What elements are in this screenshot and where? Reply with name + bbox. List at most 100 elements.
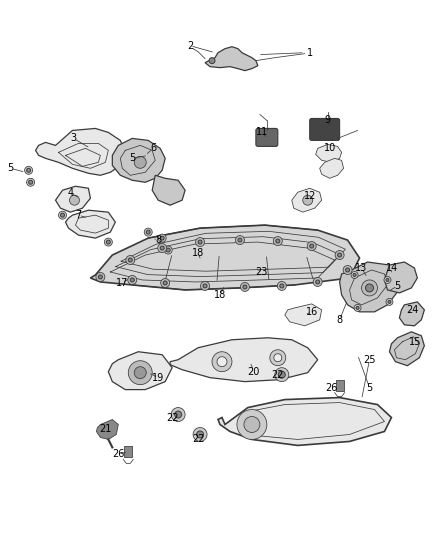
Polygon shape — [90, 225, 360, 290]
Circle shape — [277, 281, 286, 290]
Circle shape — [128, 361, 152, 385]
Circle shape — [166, 248, 170, 252]
Circle shape — [60, 213, 64, 217]
Circle shape — [197, 431, 204, 438]
Text: 5: 5 — [367, 383, 373, 393]
Circle shape — [361, 280, 378, 296]
Text: 5: 5 — [7, 163, 14, 173]
Text: 18: 18 — [214, 290, 226, 300]
Text: 19: 19 — [152, 373, 164, 383]
Text: 13: 13 — [355, 263, 367, 273]
Circle shape — [59, 211, 67, 219]
Circle shape — [193, 427, 207, 441]
Polygon shape — [385, 262, 417, 293]
Circle shape — [273, 237, 283, 246]
Circle shape — [25, 166, 32, 174]
Polygon shape — [285, 304, 321, 326]
Circle shape — [203, 284, 207, 288]
Circle shape — [280, 284, 284, 288]
Polygon shape — [292, 188, 321, 212]
Polygon shape — [170, 338, 318, 382]
Circle shape — [212, 352, 232, 372]
Circle shape — [237, 409, 267, 439]
Text: 22: 22 — [272, 370, 284, 379]
Circle shape — [163, 281, 167, 285]
Circle shape — [310, 244, 314, 248]
Circle shape — [316, 280, 320, 284]
Circle shape — [351, 271, 358, 278]
Circle shape — [354, 304, 361, 311]
Text: 25: 25 — [363, 354, 376, 365]
Circle shape — [106, 240, 110, 244]
Circle shape — [27, 178, 35, 186]
Text: 18: 18 — [192, 248, 204, 258]
Circle shape — [144, 228, 152, 236]
Text: 4: 4 — [67, 188, 74, 198]
Polygon shape — [152, 175, 185, 205]
Polygon shape — [339, 262, 399, 312]
Text: 16: 16 — [306, 307, 318, 317]
Circle shape — [388, 301, 391, 303]
Circle shape — [70, 195, 79, 205]
Circle shape — [217, 357, 227, 367]
Circle shape — [346, 268, 350, 272]
Polygon shape — [218, 398, 392, 446]
Text: 26: 26 — [112, 449, 124, 459]
Circle shape — [240, 282, 249, 292]
Polygon shape — [399, 302, 424, 326]
Text: 8: 8 — [336, 315, 343, 325]
Circle shape — [96, 272, 105, 281]
Text: 10: 10 — [324, 143, 336, 154]
Circle shape — [386, 298, 393, 305]
Circle shape — [130, 278, 134, 282]
Circle shape — [338, 253, 342, 257]
Circle shape — [270, 350, 286, 366]
Circle shape — [27, 168, 31, 172]
Text: 11: 11 — [256, 127, 268, 138]
Circle shape — [307, 241, 316, 251]
Text: 23: 23 — [256, 267, 268, 277]
Text: 2: 2 — [187, 41, 193, 51]
Polygon shape — [96, 419, 118, 439]
Circle shape — [128, 258, 132, 262]
Circle shape — [160, 246, 164, 250]
Polygon shape — [320, 158, 343, 178]
Circle shape — [134, 367, 146, 378]
Text: 24: 24 — [406, 305, 419, 315]
Circle shape — [335, 251, 344, 260]
Polygon shape — [108, 352, 172, 390]
Circle shape — [384, 277, 391, 284]
Text: 5: 5 — [129, 154, 135, 163]
Circle shape — [274, 354, 282, 362]
Circle shape — [146, 230, 150, 234]
Text: 15: 15 — [409, 337, 421, 347]
Circle shape — [160, 236, 164, 240]
Circle shape — [366, 284, 374, 292]
Polygon shape — [205, 47, 258, 71]
Circle shape — [243, 285, 247, 289]
Circle shape — [386, 278, 389, 281]
Text: 1: 1 — [307, 47, 313, 58]
Circle shape — [134, 156, 146, 168]
Circle shape — [104, 238, 112, 246]
Circle shape — [275, 368, 289, 382]
Circle shape — [175, 411, 182, 418]
Text: 21: 21 — [99, 424, 112, 434]
Circle shape — [236, 236, 244, 245]
Circle shape — [164, 246, 172, 254]
Circle shape — [313, 278, 322, 286]
FancyBboxPatch shape — [256, 128, 278, 147]
Circle shape — [158, 244, 167, 253]
Circle shape — [201, 281, 209, 290]
Circle shape — [171, 408, 185, 422]
Polygon shape — [112, 139, 165, 182]
FancyBboxPatch shape — [310, 118, 339, 140]
Text: 20: 20 — [248, 367, 260, 377]
Circle shape — [209, 58, 215, 63]
Text: 8: 8 — [155, 235, 161, 245]
Polygon shape — [389, 332, 424, 366]
Circle shape — [161, 278, 170, 287]
Circle shape — [126, 255, 135, 264]
Polygon shape — [56, 186, 90, 212]
Text: 26: 26 — [325, 383, 338, 393]
